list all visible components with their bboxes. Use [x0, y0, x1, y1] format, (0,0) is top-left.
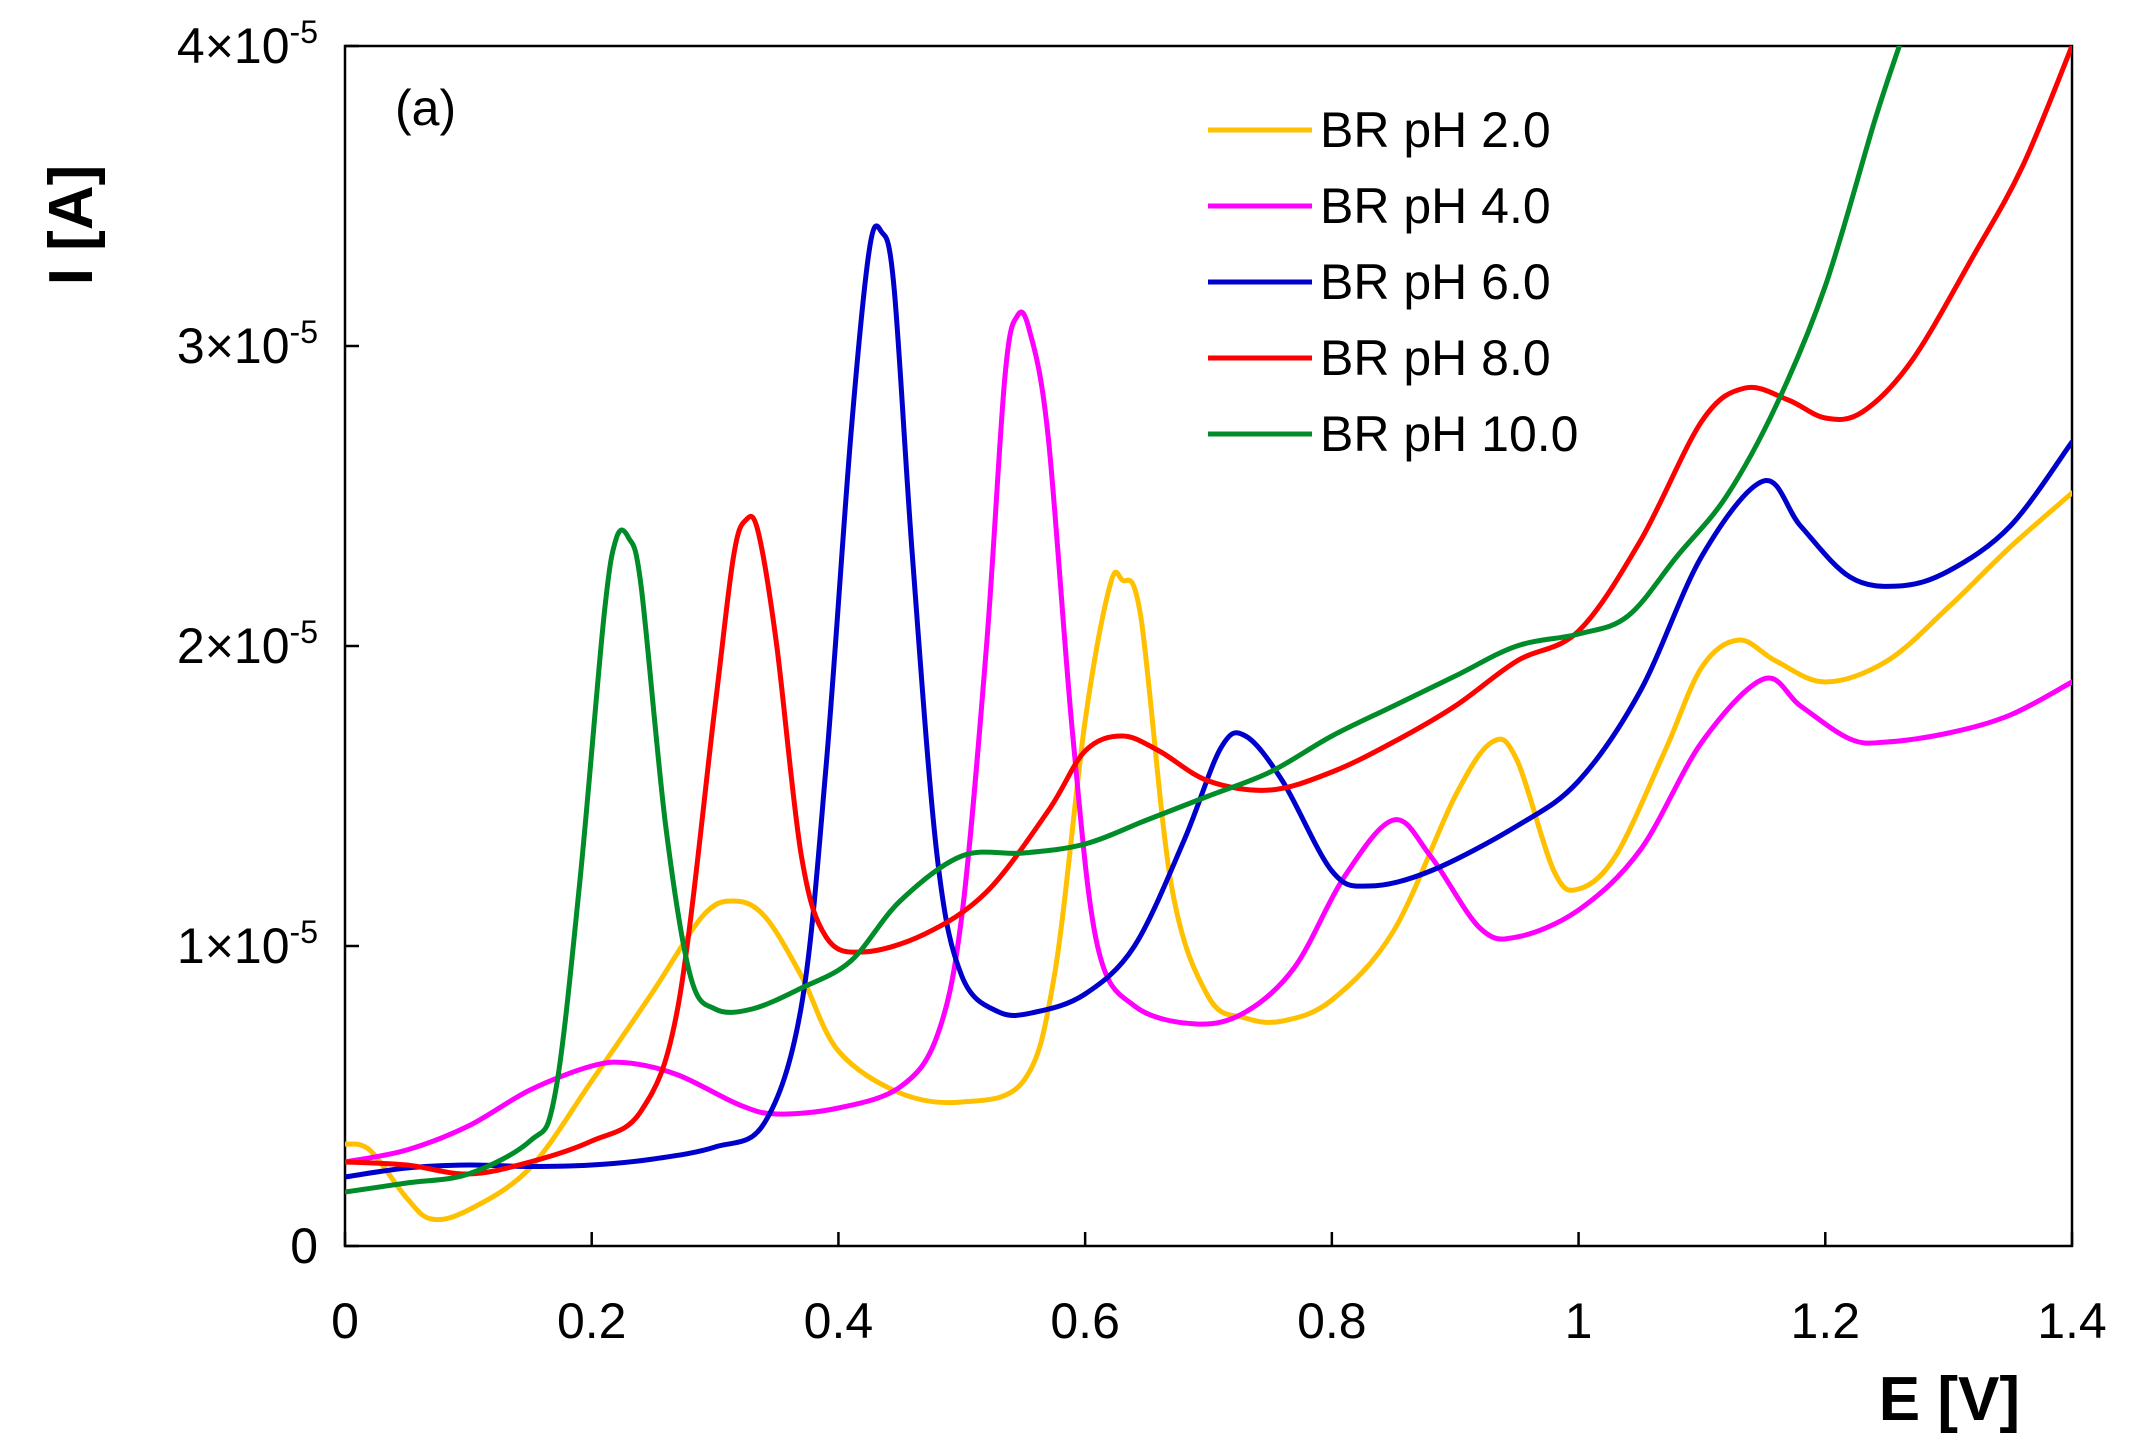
legend-label: BR pH 6.0	[1320, 254, 1551, 310]
y-tick-label: 3×10-5	[177, 314, 318, 374]
x-tick-label: 0.6	[1050, 1293, 1120, 1349]
x-tick-label: 0	[331, 1293, 359, 1349]
series-line-br-ph-10-0	[345, 46, 1902, 1195]
legend: BR pH 2.0 BR pH 4.0 BR pH 6.0 BR pH 8.0 BR p…	[1208, 102, 1578, 462]
y-tick-exponent: -5	[290, 914, 318, 950]
x-tick-label: 0.4	[804, 1293, 874, 1349]
x-axis-title: E [V]	[1879, 1365, 2020, 1434]
y-tick-exponent: -5	[290, 14, 318, 50]
series-line-br-ph-6-0	[345, 223, 2072, 1180]
legend-label: BR pH 10.0	[1320, 406, 1578, 462]
series-line-br-ph-8-0	[345, 46, 2072, 1177]
y-tick-mantissa: 0	[290, 1218, 318, 1274]
x-axis-ticks: 0 0.2 0.4 0.6 0.8 1 1.2 1.4	[331, 1232, 2107, 1349]
y-tick-label: 0	[290, 1218, 318, 1274]
y-tick-mantissa: 1×10	[177, 918, 290, 974]
series-group	[345, 46, 2072, 1223]
y-axis-title: I [A]	[37, 165, 106, 286]
y-tick-label: 1×10-5	[177, 914, 318, 974]
x-tick-label: 1	[1565, 1293, 1593, 1349]
y-tick-label: 4×10-5	[177, 14, 318, 74]
y-tick-label: 2×10-5	[177, 614, 318, 674]
y-axis-ticks: 01×10-52×10-53×10-54×10-5	[177, 14, 359, 1274]
legend-label: BR pH 4.0	[1320, 178, 1551, 234]
legend-label: BR pH 2.0	[1320, 102, 1551, 158]
panel-label: (a)	[395, 80, 456, 136]
y-tick-mantissa: 4×10	[177, 18, 290, 74]
x-tick-label: 0.2	[557, 1293, 627, 1349]
y-tick-exponent: -5	[290, 314, 318, 350]
y-tick-exponent: -5	[290, 614, 318, 650]
x-tick-label: 0.8	[1297, 1293, 1367, 1349]
legend-label: BR pH 8.0	[1320, 330, 1551, 386]
x-tick-label: 1.2	[1791, 1293, 1861, 1349]
y-tick-mantissa: 3×10	[177, 318, 290, 374]
x-tick-label: 1.4	[2037, 1293, 2107, 1349]
series-line-br-ph-2-0	[345, 490, 2072, 1223]
y-tick-mantissa: 2×10	[177, 618, 290, 674]
